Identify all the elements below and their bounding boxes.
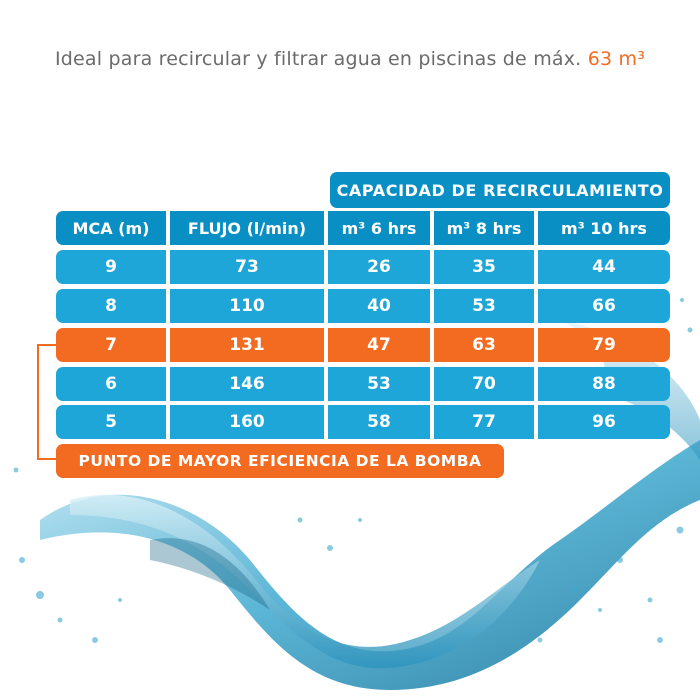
column-header: m³ 6 hrs: [328, 211, 430, 245]
column-header: m³ 8 hrs: [434, 211, 534, 245]
table-cell: 70: [434, 367, 534, 401]
table-cell: 35: [434, 250, 534, 284]
table-row: 8 110 40 53 66: [56, 289, 670, 323]
table-cell: 47: [328, 328, 430, 362]
table-header-row: MCA (m) FLUJO (l/min) m³ 6 hrs m³ 8 hrs …: [56, 211, 670, 245]
table-cell: 5: [56, 405, 166, 439]
table-row: 5 160 58 77 96: [56, 405, 670, 439]
headline: Ideal para recircular y filtrar agua en …: [0, 48, 700, 70]
table-row: 9 73 26 35 44: [56, 250, 670, 284]
headline-accent: 63 m³: [587, 48, 646, 70]
table-cell: 96: [538, 405, 670, 439]
table-cell: 40: [328, 289, 430, 323]
efficiency-label: PUNTO DE MAYOR EFICIENCIA DE LA BOMBA: [56, 444, 504, 478]
table-cell: 63: [434, 328, 534, 362]
group-header: CAPACIDAD DE RECIRCULAMIENTO: [330, 172, 670, 208]
table-cell: 7: [56, 328, 166, 362]
table-cell: 8: [56, 289, 166, 323]
table-cell: 58: [328, 405, 430, 439]
table-cell: 53: [328, 367, 430, 401]
table-cell: 73: [170, 250, 324, 284]
column-header: MCA (m): [56, 211, 166, 245]
table-cell: 26: [328, 250, 430, 284]
table-cell: 131: [170, 328, 324, 362]
table-cell: 146: [170, 367, 324, 401]
table-row-highlighted: 7 131 47 63 79: [56, 328, 670, 362]
table-cell: 9: [56, 250, 166, 284]
table-cell: 77: [434, 405, 534, 439]
table-cell: 160: [170, 405, 324, 439]
table-cell: 6: [56, 367, 166, 401]
column-header: m³ 10 hrs: [538, 211, 670, 245]
table-cell: 110: [170, 289, 324, 323]
efficiency-bracket: [37, 344, 59, 460]
table-cell: 79: [538, 328, 670, 362]
table-cell: 88: [538, 367, 670, 401]
table-cell: 44: [538, 250, 670, 284]
column-header: FLUJO (l/min): [170, 211, 324, 245]
table-cell: 53: [434, 289, 534, 323]
table-cell: 66: [538, 289, 670, 323]
table-row: 6 146 53 70 88: [56, 367, 670, 401]
headline-text: Ideal para recircular y filtrar agua en …: [54, 48, 582, 70]
